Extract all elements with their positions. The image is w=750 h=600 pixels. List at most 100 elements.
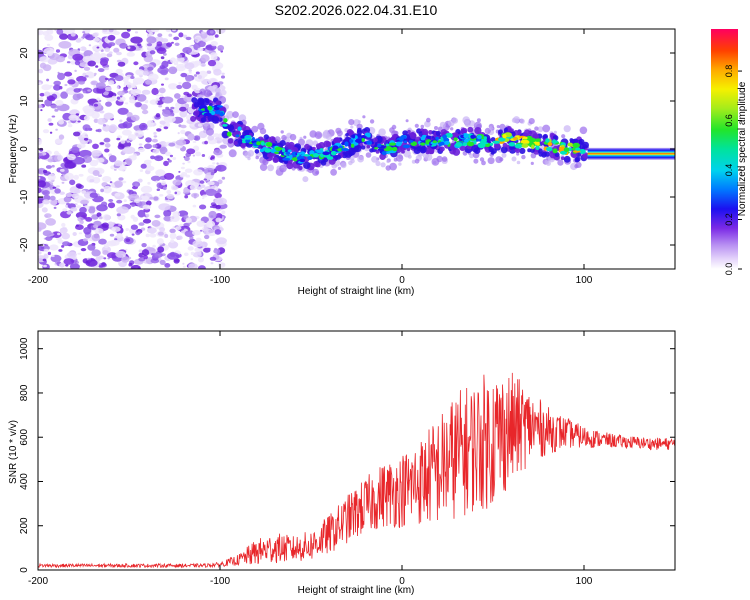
spectrogram-noise-blob xyxy=(108,155,117,163)
spectrogram-noise-blob xyxy=(95,82,106,89)
spectrogram-noise-blob xyxy=(75,224,79,227)
spectrogram-noise-blob xyxy=(133,61,139,66)
spectrogram-noise-blob xyxy=(68,114,79,121)
spectrogram-halo-blob xyxy=(407,154,412,159)
spectrogram-noise-blob xyxy=(163,209,172,218)
spectrogram-noise-blob xyxy=(117,107,129,115)
spectrogram-noise-blob xyxy=(143,159,152,165)
spectrogram-noise-blob xyxy=(47,158,54,163)
spectrogram-peak-blob xyxy=(204,106,208,111)
spectrogram-core-blob xyxy=(233,141,238,146)
spectrogram-peak-blob xyxy=(357,133,362,138)
spectrogram-halo-blob xyxy=(469,153,474,159)
spectrogram-noise-blob xyxy=(96,46,100,49)
spectrogram-noise-blob xyxy=(221,72,225,76)
spectrogram-halo-blob xyxy=(257,122,265,130)
snr-y-tick-label: 200 xyxy=(19,517,30,534)
spectrogram-noise-blob xyxy=(104,148,110,153)
spectrogram-halo-blob xyxy=(259,163,268,171)
spectrogram-halo-blob xyxy=(232,111,239,118)
spectrogram-noise-blob xyxy=(154,155,164,162)
spectrogram-y-tick-label: -20 xyxy=(19,237,30,252)
spectrogram-noise-blob xyxy=(215,213,223,220)
spectrogram-noise-blob xyxy=(163,160,169,167)
spectrogram-peak-blob xyxy=(222,124,228,127)
spectrogram-halo-blob xyxy=(302,176,309,183)
spectrogram-noise-blob xyxy=(61,222,66,227)
spectrogram-halo-blob xyxy=(289,133,297,141)
spectrogram-noise-blob xyxy=(40,109,43,112)
spectrogram-noise-blob xyxy=(44,34,54,41)
spectrogram-core-blob xyxy=(366,144,371,149)
spectrogram-noise-blob xyxy=(213,149,223,156)
spectrogram-core-blob xyxy=(200,117,207,123)
spectrogram-core-blob xyxy=(542,133,549,140)
spectrogram-noise-blob xyxy=(38,82,42,85)
spectrogram-noise-blob xyxy=(102,124,107,127)
spectrogram-noise-blob xyxy=(210,155,215,160)
spectrogram-noise-blob xyxy=(175,139,187,146)
spectrogram-noise-blob xyxy=(98,230,103,233)
spectrogram-core-blob xyxy=(582,152,589,159)
spectrogram-noise-blob xyxy=(206,181,215,186)
spectrogram-noise-blob xyxy=(134,101,142,108)
spectrogram-noise-blob xyxy=(78,232,83,235)
snr-x-axis-label: Height of straight line (km) xyxy=(298,585,415,596)
spectrogram-peak-blob xyxy=(470,134,476,139)
spectrogram-peak-blob xyxy=(213,106,220,111)
spectrogram-peak-blob xyxy=(567,142,573,147)
spectrogram-noise-blob xyxy=(159,259,166,265)
spectrogram-noise-blob xyxy=(66,210,72,215)
spectrogram-noise-blob xyxy=(43,264,47,268)
spectrogram-x-tick-label: -100 xyxy=(210,275,230,286)
spectrogram-noise-blob xyxy=(118,223,121,227)
spectrogram-noise-blob xyxy=(63,196,72,203)
spectrogram-noise-blob xyxy=(199,204,207,210)
spectrogram-core-blob xyxy=(298,165,303,171)
spectrogram-core-blob xyxy=(279,140,286,147)
spectrogram-noise-blob xyxy=(63,258,75,265)
spectrogram-noise-blob xyxy=(182,265,186,268)
spectrogram-noise-blob xyxy=(153,196,159,201)
spectrogram-noise-blob xyxy=(137,209,146,218)
spectrogram-noise-blob xyxy=(39,147,44,152)
spectrogram-noise-blob xyxy=(200,63,206,67)
spectrogram-noise-blob xyxy=(128,262,133,267)
spectrogram-noise-blob xyxy=(161,38,169,43)
spectrogram-noise-blob xyxy=(146,29,155,34)
spectrogram-peak-blob xyxy=(477,142,486,149)
spectrogram-peak-blob xyxy=(403,140,407,143)
spectrogram-noise-blob xyxy=(96,97,100,101)
spectrogram-noise-blob xyxy=(121,31,131,39)
spectrogram-noise-blob xyxy=(197,123,202,127)
spectrogram-halo-blob xyxy=(516,160,521,165)
spectrogram-noise-blob xyxy=(162,109,171,117)
spectrogram-noise-blob xyxy=(168,83,178,90)
spectrogram-noise-blob xyxy=(136,153,140,156)
spectrogram-noise-blob xyxy=(103,137,111,143)
spectrogram-noise-blob xyxy=(108,29,114,33)
spectrogram-noise-blob xyxy=(201,154,206,157)
spectrogram-peak-blob xyxy=(408,140,414,143)
spectrogram-halo-blob xyxy=(303,135,307,139)
spectrogram-noise-blob xyxy=(87,244,96,251)
spectrogram-noise-blob xyxy=(172,179,182,186)
spectrogram-noise-blob xyxy=(214,197,227,206)
spectrogram-halo-blob xyxy=(255,155,259,160)
spectrogram-core-blob xyxy=(474,127,482,135)
spectrogram-halo-blob xyxy=(203,121,209,127)
spectrogram-peak-blob xyxy=(552,148,558,154)
spectrogram-noise-blob xyxy=(75,38,82,43)
spectrogram-core-blob xyxy=(335,154,342,160)
spectrogram-noise-blob xyxy=(134,198,141,203)
spectrogram-halo-blob xyxy=(350,158,355,164)
spectrogram-noise-blob xyxy=(179,110,188,118)
spectrogram-noise-blob xyxy=(72,232,77,236)
spectrogram-noise-blob xyxy=(213,248,221,254)
spectrogram-peak-blob xyxy=(274,151,279,154)
spectrogram-noise-blob xyxy=(49,195,56,201)
spectrogram-peak-blob xyxy=(330,150,337,156)
spectrogram-noise-blob xyxy=(93,118,99,124)
spectrogram-noise-blob xyxy=(57,155,63,161)
spectrogram-noise-blob xyxy=(74,69,77,72)
